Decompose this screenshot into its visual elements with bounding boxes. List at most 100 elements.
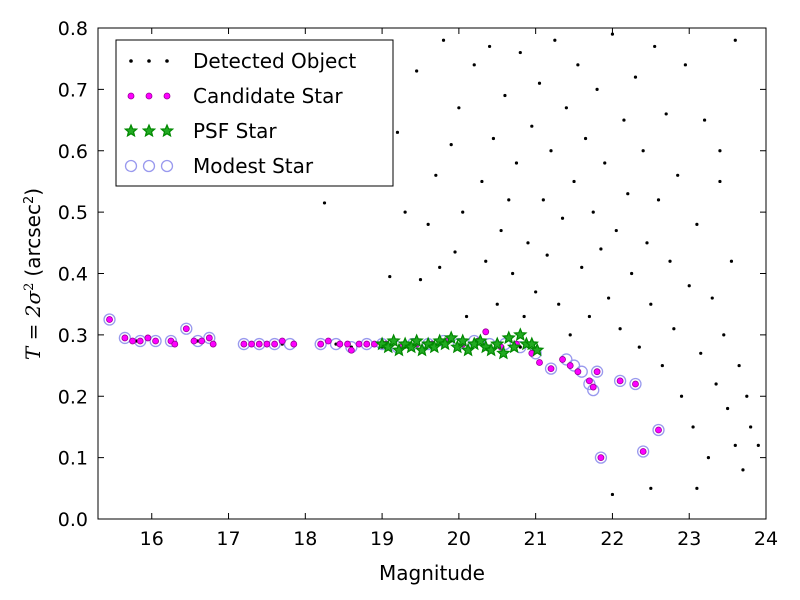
data-point: [106, 316, 113, 323]
data-point: [409, 333, 424, 348]
data-point: [676, 173, 680, 177]
data-point: [718, 149, 722, 153]
data-point: [537, 81, 542, 85]
legend-label-candidate-star: Candidate Star: [193, 84, 343, 108]
legend-marker-detected-object: [165, 59, 169, 63]
data-point: [603, 161, 607, 165]
data-point: [290, 340, 298, 348]
data-point: [557, 302, 561, 306]
data-point: [655, 426, 662, 434]
data-point: [511, 271, 515, 276]
series-modest-star: [103, 313, 665, 464]
data-point: [449, 143, 453, 147]
legend-marker-psf-star: [159, 123, 175, 138]
data-point: [630, 271, 634, 276]
data-point: [652, 423, 665, 437]
data-point: [733, 38, 737, 42]
data-point: [574, 368, 582, 376]
data-point: [645, 241, 649, 245]
data-point: [745, 394, 749, 398]
data-point: [687, 284, 691, 288]
data-point: [737, 363, 741, 368]
data-point: [118, 331, 132, 345]
data-point: [507, 198, 511, 202]
x-tick-label: 23: [677, 528, 701, 550]
data-point: [637, 345, 641, 349]
y-axis-label-sup: 2: [22, 283, 37, 291]
data-point: [695, 222, 699, 226]
y-tick-label: 0.7: [58, 79, 88, 101]
series-psf-star: [374, 327, 545, 360]
data-point: [190, 337, 198, 345]
data-point: [450, 339, 465, 354]
data-point: [198, 337, 206, 345]
data-point: [610, 32, 615, 36]
x-tick-labels: 16 17 18 19 20 21 22 23 24: [140, 528, 778, 550]
data-point: [599, 247, 603, 251]
data-point: [388, 274, 392, 279]
legend-label-modest-star: Modest Star: [193, 154, 314, 178]
data-point: [501, 330, 516, 345]
data-point: [741, 468, 745, 472]
data-point: [572, 179, 576, 184]
y-tick-label: 0.1: [58, 448, 88, 470]
data-point: [444, 330, 459, 345]
data-point: [149, 334, 162, 348]
data-point: [534, 290, 538, 294]
data-point: [541, 198, 545, 202]
data-point: [710, 296, 714, 300]
x-tick-label: 24: [754, 528, 778, 550]
y-axis-label-main: T = 2σ: [21, 290, 45, 361]
y-axis-label-close: ): [21, 188, 45, 196]
data-point: [457, 106, 461, 110]
legend-markers: [123, 59, 175, 173]
data-point: [614, 228, 618, 233]
y-tick-label: 0.8: [58, 18, 88, 40]
data-point: [322, 201, 327, 205]
legend-marker-modest-star: [124, 159, 138, 173]
data-point: [606, 296, 611, 300]
data-point: [549, 149, 553, 153]
data-point: [639, 448, 647, 455]
data-point: [522, 314, 526, 319]
plot-area: [103, 32, 760, 497]
data-point: [633, 75, 638, 79]
legend-marker-modest-star: [160, 159, 174, 173]
data-point: [622, 118, 626, 122]
y-axis-label-unit-sup: 2: [22, 196, 37, 204]
data-point: [702, 118, 707, 122]
data-point: [594, 451, 608, 464]
data-point: [496, 345, 511, 360]
data-point: [209, 340, 217, 348]
data-point: [545, 253, 549, 257]
legend-label-detected-object: Detected Object: [193, 49, 356, 73]
data-point: [733, 443, 737, 447]
data-point: [129, 337, 136, 345]
data-point: [583, 136, 588, 141]
data-point: [324, 337, 332, 345]
data-point: [580, 265, 584, 269]
data-point: [566, 362, 574, 369]
legend-marker-psf-star: [141, 123, 157, 138]
y-tick-label: 0.4: [58, 264, 88, 286]
data-point: [514, 161, 519, 165]
data-point: [499, 228, 503, 233]
data-point: [347, 346, 355, 354]
data-point: [518, 50, 522, 55]
data-point: [395, 130, 400, 134]
x-tick-label: 16: [140, 528, 164, 550]
data-point: [718, 179, 722, 184]
legend: Detected Object Candidate Star PSF Star …: [115, 39, 394, 187]
data-point: [403, 210, 407, 214]
data-point: [472, 63, 476, 67]
data-point: [636, 445, 650, 458]
data-point: [381, 339, 396, 354]
data-point: [336, 340, 344, 348]
data-point: [526, 241, 530, 245]
data-point: [544, 362, 558, 375]
y-tick-label: 0.6: [58, 141, 88, 163]
data-point: [144, 334, 152, 342]
data-point: [656, 198, 661, 202]
data-point: [586, 377, 593, 385]
data-point: [660, 363, 664, 368]
